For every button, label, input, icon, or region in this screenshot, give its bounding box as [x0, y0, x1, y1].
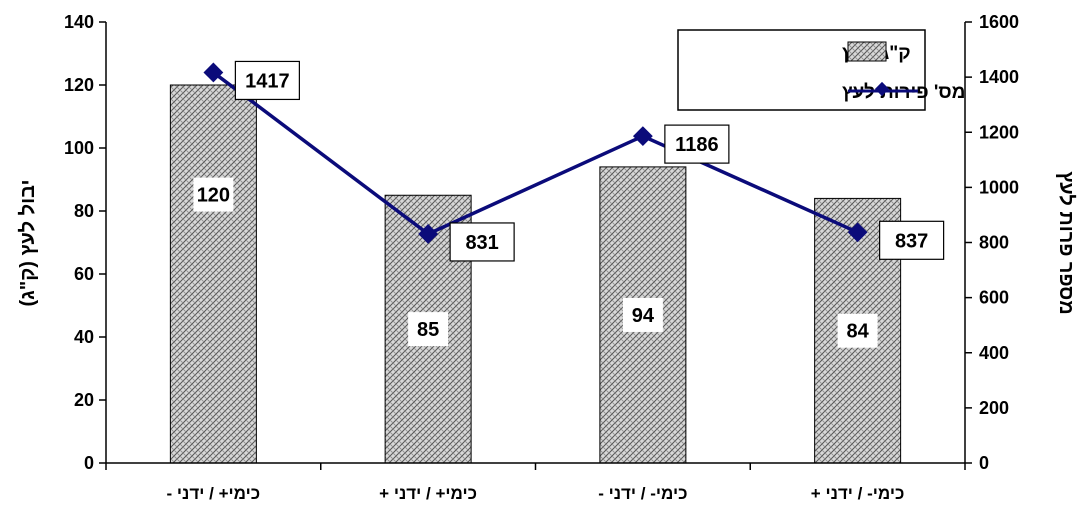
line-label-box: [234, 60, 300, 101]
y2-tick-label: 1200: [979, 122, 1019, 142]
x-tick-label: כימי- / ידני +: [811, 484, 905, 503]
y2-axis-title: מספר פרות לעץ: [1055, 171, 1077, 315]
line-marker: [418, 224, 439, 244]
y2-tick-label: 400: [979, 343, 1009, 363]
line-series: [212, 71, 859, 236]
x-tick-label: כימי+ / ידני -: [167, 484, 261, 503]
line-marker: [203, 62, 224, 83]
y-tick-label: 20: [74, 390, 94, 410]
y2-tick-label: 1400: [979, 67, 1019, 87]
bar-label-box: [622, 297, 663, 332]
bar-label-box: [193, 177, 234, 212]
bars-layer: [169, 84, 902, 464]
y2-tick-label: 0: [979, 453, 989, 473]
legend-line-marker: [874, 81, 890, 97]
y-axis-title: יבול לעץ (ק"ג): [17, 179, 39, 306]
legend: ק"ג לעץ מס' פירות לעץ: [677, 29, 965, 111]
bar-data-label: 120: [197, 185, 230, 207]
x-tick-label: כימי- / ידני -: [598, 484, 687, 503]
y2-tick-label: 200: [979, 398, 1009, 418]
line-label-box: [879, 220, 945, 260]
bar-label-box: [837, 313, 878, 348]
y-tick-label: 120: [64, 75, 94, 95]
axes-layer: 0204060801001201400200400600800100012001…: [64, 12, 1019, 503]
y-tick-label: 40: [74, 327, 94, 347]
labels-layer: 120 85 94 84 1417 831 1186 837: [193, 60, 945, 348]
y-tick-label: 100: [64, 138, 94, 158]
bar-data-label: 85: [417, 319, 439, 341]
line-label-box: [664, 124, 730, 164]
line-label-box: [449, 222, 515, 262]
y2-tick-label: 1600: [979, 12, 1019, 32]
bar-data-label: 84: [847, 321, 870, 343]
line-marker: [632, 126, 653, 147]
line-data-label: 831: [465, 232, 498, 254]
bar-label-box: [408, 312, 449, 347]
x-tick-label: כימי+ / ידני +: [379, 484, 477, 503]
y-tick-label: 0: [84, 453, 94, 473]
y2-tick-label: 600: [979, 288, 1009, 308]
y2-tick-label: 800: [979, 233, 1009, 253]
line-data-label: 1417: [245, 70, 290, 92]
line-data-label: 1186: [675, 134, 718, 156]
bar-data-label: 94: [632, 305, 655, 327]
bar: [169, 84, 257, 464]
y2-tick-label: 1000: [979, 177, 1019, 197]
y-tick-label: 140: [64, 12, 94, 32]
line-data-label: 837: [895, 230, 928, 252]
y-tick-label: 80: [74, 201, 94, 221]
legend-bar-swatch: [847, 41, 887, 62]
y-tick-label: 60: [74, 264, 94, 284]
